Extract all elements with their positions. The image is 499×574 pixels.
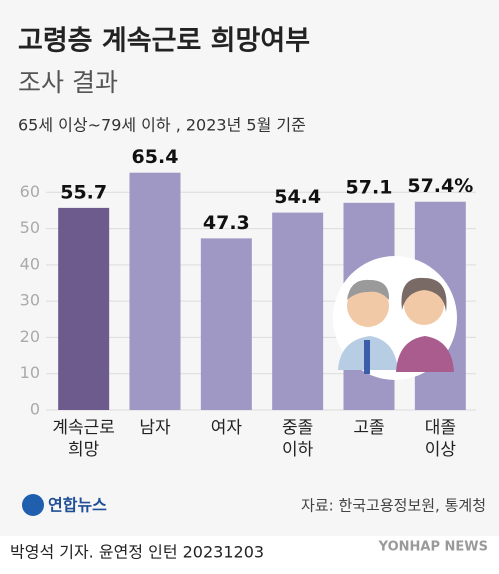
bar (272, 212, 324, 410)
x-tick-label: 여자 (210, 418, 242, 438)
y-tick-label: 60 (20, 182, 40, 201)
watermark: YONHAP NEWS (378, 540, 488, 555)
logo: 연합뉴스 (48, 496, 107, 515)
chart-note: 65세 이상~79세 이하 , 2023년 5월 기준 (18, 116, 306, 135)
y-tick-label: 10 (20, 363, 40, 382)
y-tick-label: 30 (20, 291, 40, 310)
bar (200, 238, 252, 410)
chart-subtitle: 조사 결과 (18, 68, 118, 97)
bar (129, 172, 181, 410)
logo-mark (22, 494, 44, 516)
x-tick-label: 계속근로 희망 (52, 418, 115, 460)
value-label: 54.4 (274, 186, 321, 208)
bar (58, 207, 110, 410)
footer-band (0, 536, 499, 574)
value-label: 57.1 (346, 176, 393, 198)
x-tick-label: 남자 (139, 418, 171, 438)
y-tick-label: 50 (20, 218, 40, 237)
credit: 박영석 기자. 윤연정 인턴 20231203 (10, 543, 264, 562)
source: 자료: 한국고용정보원, 통계청 (301, 497, 486, 515)
y-tick-label: 20 (20, 327, 40, 346)
value-label: 65.4 (132, 146, 179, 168)
x-tick-label: 중졸 이하 (282, 418, 314, 460)
y-tick-label: 40 (20, 254, 40, 273)
y-tick-label: 0 (30, 400, 40, 419)
x-tick-label: 고졸 (353, 418, 385, 438)
value-label: 55.7 (60, 181, 107, 203)
value-label: 57.4% (407, 175, 473, 197)
chart-title: 고령층 계속근로 희망여부 (18, 26, 310, 57)
value-label: 47.3 (203, 212, 250, 234)
x-tick-label: 대졸 이상 (424, 418, 456, 460)
illustration (333, 256, 457, 380)
